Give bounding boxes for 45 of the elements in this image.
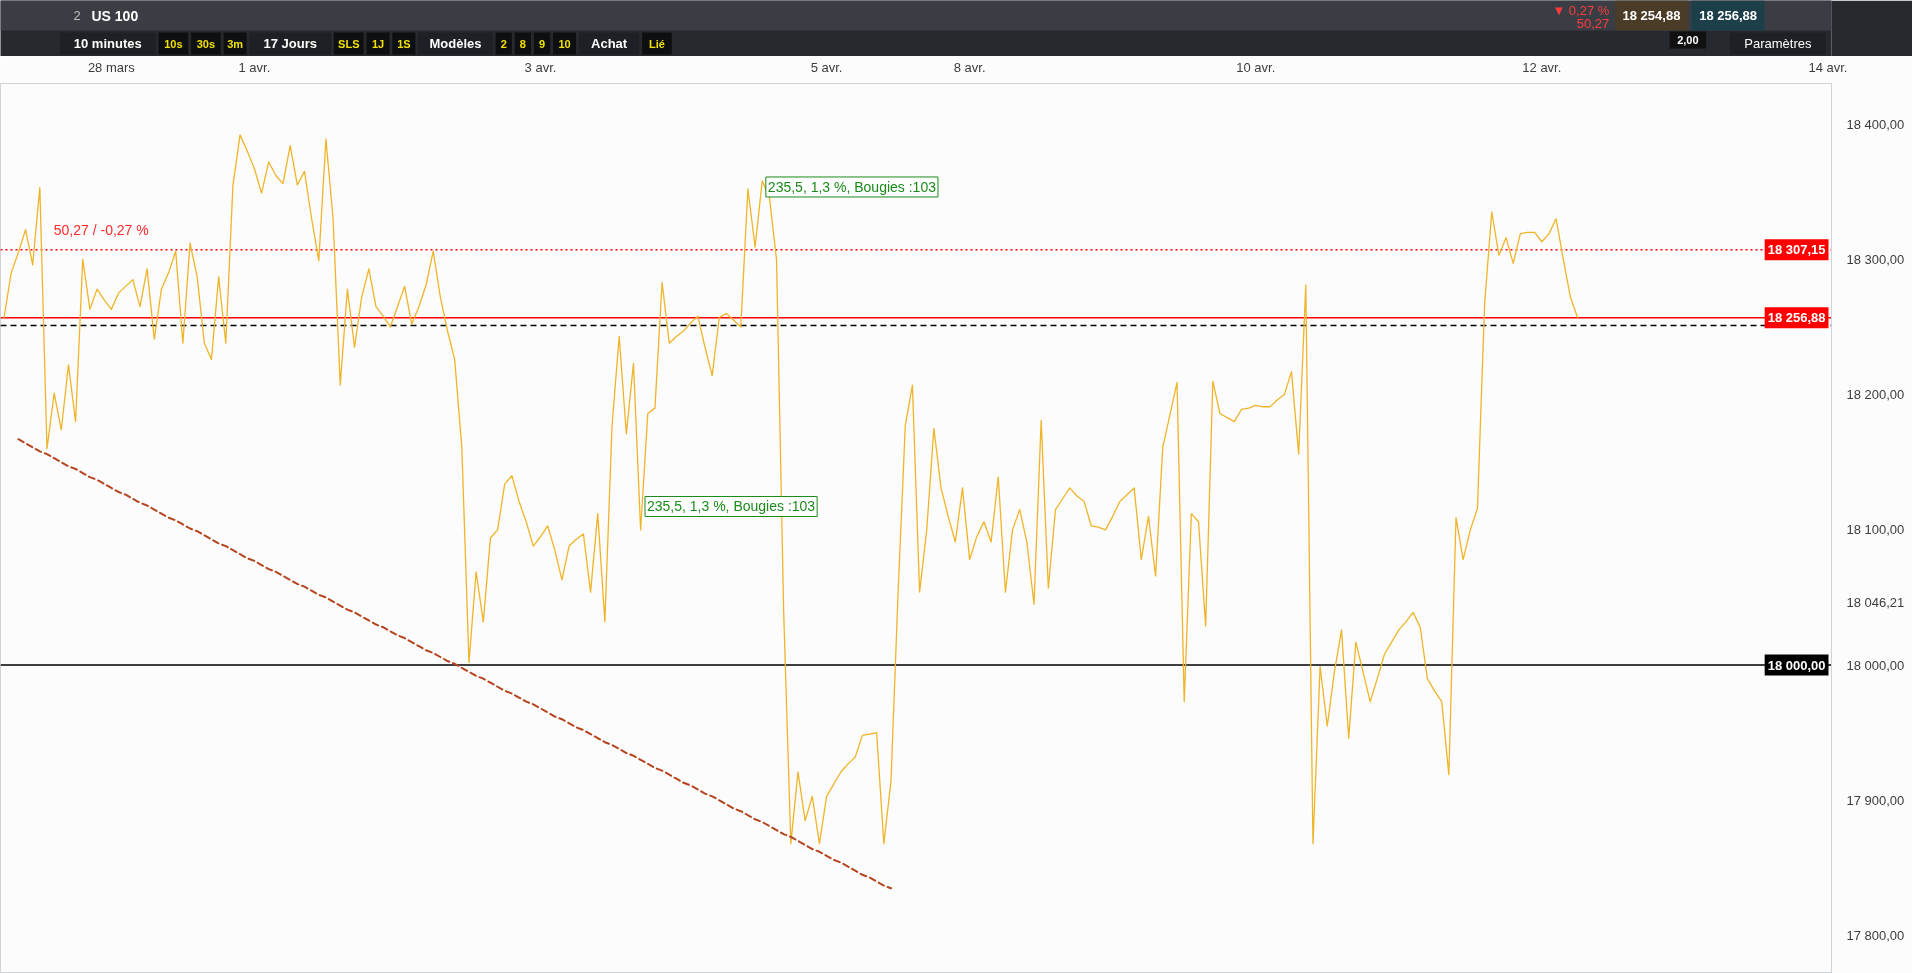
x-tick-label: 8 avr. bbox=[953, 59, 986, 75]
text: Paramètres bbox=[1744, 36, 1812, 51]
x-tick-label: 10 avr. bbox=[1236, 59, 1276, 75]
y-tick-label: 18 200,00 bbox=[1846, 387, 1905, 403]
y-tick-label: 18 046,21 bbox=[1846, 595, 1905, 611]
y-tick-label: 18 300,00 bbox=[1846, 251, 1905, 267]
x-tick-label: 14 avr. bbox=[1808, 59, 1848, 75]
text: 2 bbox=[500, 37, 507, 50]
text: 10 bbox=[558, 37, 571, 50]
text: 1S bbox=[397, 37, 411, 50]
text: 2 bbox=[73, 8, 81, 23]
ref-line-label: 18 256,88 bbox=[1767, 310, 1826, 326]
text: 10 minutes bbox=[73, 36, 142, 51]
y-tick-label: 17 800,00 bbox=[1846, 928, 1905, 944]
text: 17 Jours bbox=[263, 36, 318, 51]
text: 3m bbox=[227, 37, 244, 50]
x-tick-label: 12 avr. bbox=[1522, 59, 1562, 75]
x-tick-label: 3 avr. bbox=[524, 59, 557, 75]
ref-line-label: 18 000,00 bbox=[1767, 657, 1826, 673]
text: Modèles bbox=[429, 36, 482, 51]
text: 10s bbox=[164, 37, 183, 50]
text: 18 254,88 bbox=[1622, 8, 1681, 23]
text: 2,00 bbox=[1677, 34, 1699, 46]
annotation: 50,27 / -0,27 % bbox=[53, 221, 149, 238]
annotation: 235,5, 1,3 %, Bougies :103 bbox=[767, 178, 937, 195]
text: 50,27 bbox=[1576, 16, 1610, 31]
text: 30s bbox=[196, 37, 216, 50]
text: SLS bbox=[338, 37, 360, 50]
x-tick-label: 1 avr. bbox=[238, 59, 271, 75]
y-tick-label: 18 000,00 bbox=[1846, 657, 1905, 673]
y-tick-label: 18 400,00 bbox=[1846, 116, 1905, 132]
text: 9 bbox=[538, 37, 546, 50]
y-tick-label: 17 900,00 bbox=[1846, 792, 1905, 808]
text: 1J bbox=[371, 37, 385, 50]
y-tick-label: 18 100,00 bbox=[1846, 522, 1905, 538]
text: 18 256,88 bbox=[1699, 8, 1757, 23]
text: 8 bbox=[519, 37, 526, 50]
text: Lié bbox=[649, 37, 665, 50]
text: Achat bbox=[591, 36, 628, 51]
chart-title: US 100 bbox=[91, 7, 139, 24]
x-tick-label: 28 mars bbox=[87, 59, 136, 75]
x-tick-label: 5 avr. bbox=[810, 59, 843, 75]
annotation: 235,5, 1,3 %, Bougies :103 bbox=[647, 498, 816, 515]
ref-line-label: 18 307,15 bbox=[1767, 242, 1826, 258]
text: ▼ 0,27 % bbox=[1552, 3, 1610, 18]
